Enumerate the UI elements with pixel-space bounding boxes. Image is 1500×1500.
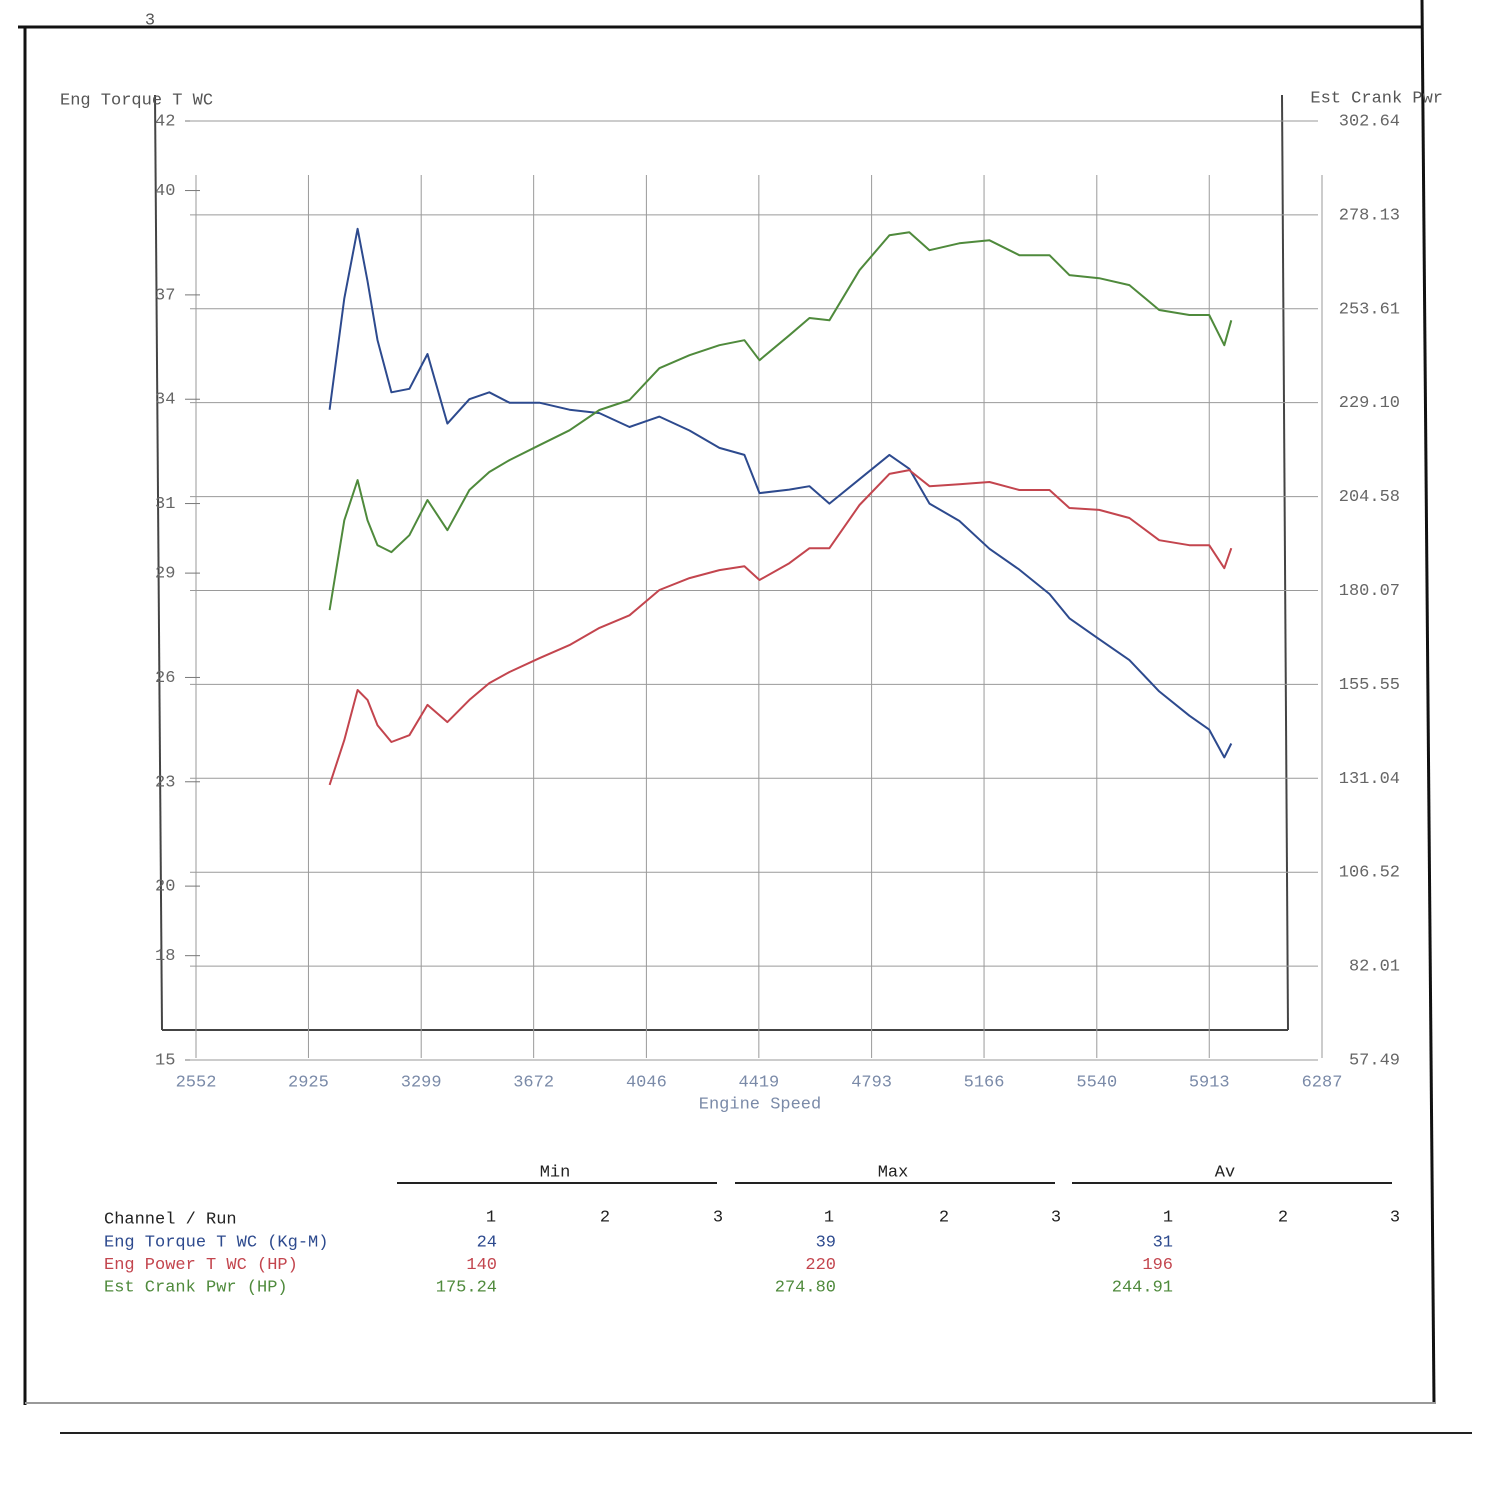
y-tick-label: 42 xyxy=(155,112,175,131)
y-tick-label: 15 xyxy=(155,1051,175,1070)
y-tick-label: 26 xyxy=(155,669,175,688)
x-tick-label: 3672 xyxy=(513,1073,554,1092)
y2-tick-label: 229.10 xyxy=(1339,394,1400,413)
y-axis-title: Eng Torque T WC xyxy=(60,91,213,110)
y2-tick-label: 155.55 xyxy=(1339,676,1400,695)
data-line xyxy=(328,231,1233,611)
cell: 24 xyxy=(477,1233,497,1252)
cell: 175.24 xyxy=(436,1278,497,1297)
y-tick-label: 31 xyxy=(155,495,175,514)
y-tick-label: 29 xyxy=(155,565,175,584)
run-number: 1 xyxy=(1163,1208,1173,1227)
x-tick-label: 4793 xyxy=(851,1073,892,1092)
x-tick-label: 6287 xyxy=(1302,1073,1343,1092)
y-tick-label: 37 xyxy=(155,286,175,305)
run-number: 1 xyxy=(824,1208,834,1227)
cell: 220 xyxy=(805,1256,836,1275)
cell: 196 xyxy=(1142,1256,1173,1275)
y2-axis-title: Est Crank Pwr xyxy=(1310,89,1443,108)
data-line xyxy=(328,469,1233,786)
x-tick-label: 2925 xyxy=(288,1073,329,1092)
y2-tick-label: 131.04 xyxy=(1339,770,1400,789)
table-header: Channel / Run xyxy=(104,1210,237,1229)
x-tick-label: 2552 xyxy=(176,1073,217,1092)
x-axis-title: Engine Speed xyxy=(699,1095,821,1114)
y-tick-label: 20 xyxy=(155,878,175,897)
x-tick-label: 5913 xyxy=(1189,1073,1230,1092)
x-tick-label: 5540 xyxy=(1076,1073,1117,1092)
run-number: 3 xyxy=(1390,1208,1400,1227)
run-number: 1 xyxy=(486,1208,496,1227)
run-number: 2 xyxy=(939,1208,949,1227)
group-header: Min xyxy=(540,1163,571,1182)
cell: 274.80 xyxy=(775,1278,836,1297)
y2-tick-label: 82.01 xyxy=(1349,958,1400,977)
run-number: 2 xyxy=(1278,1208,1288,1227)
y2-tick-label: 106.52 xyxy=(1339,864,1400,883)
plot-right-edge xyxy=(1281,94,1289,1031)
y2-tick-label: 302.64 xyxy=(1339,112,1400,131)
y2-tick-label: 180.07 xyxy=(1339,582,1400,601)
run-number: 3 xyxy=(713,1208,723,1227)
y-tick-label: 18 xyxy=(155,947,175,966)
summary-table: Channel / Run Min 1 2 3 Max 1 2 3 Av 1 2 3 Eng Torqu… xyxy=(104,1163,1400,1297)
x-tick-label: 5166 xyxy=(964,1073,1005,1092)
x-tick-label: 3299 xyxy=(401,1073,442,1092)
row-label: Eng Torque T WC (Kg-M) xyxy=(104,1233,328,1252)
y-tick-label: 40 xyxy=(155,182,175,201)
run-number: 2 xyxy=(600,1208,610,1227)
frame-right xyxy=(1420,0,1436,1404)
x-tick-label: 4419 xyxy=(738,1073,779,1092)
cell: 39 xyxy=(816,1233,836,1252)
y2-tick-label: 278.13 xyxy=(1339,206,1400,225)
y2-tick-label: 204.58 xyxy=(1339,488,1400,507)
group-header: Max xyxy=(878,1163,909,1182)
data-line xyxy=(328,227,1233,759)
cell: 244.91 xyxy=(1112,1278,1173,1297)
plot-left-edge xyxy=(154,94,163,1031)
y2-tick-label: 57.49 xyxy=(1349,1051,1400,1070)
row-label: Est Crank Pwr (HP) xyxy=(104,1278,288,1297)
page-number: 3 xyxy=(145,11,155,30)
y2-tick-label: 253.61 xyxy=(1339,300,1400,319)
cell: 140 xyxy=(466,1256,497,1275)
y-tick-label: 34 xyxy=(155,391,175,410)
x-tick-label: 4046 xyxy=(626,1073,667,1092)
cell: 31 xyxy=(1153,1233,1173,1252)
y-tick-label: 23 xyxy=(155,773,175,792)
run-number: 3 xyxy=(1051,1208,1061,1227)
group-header: Av xyxy=(1215,1163,1235,1182)
row-label: Eng Power T WC (HP) xyxy=(104,1256,298,1275)
